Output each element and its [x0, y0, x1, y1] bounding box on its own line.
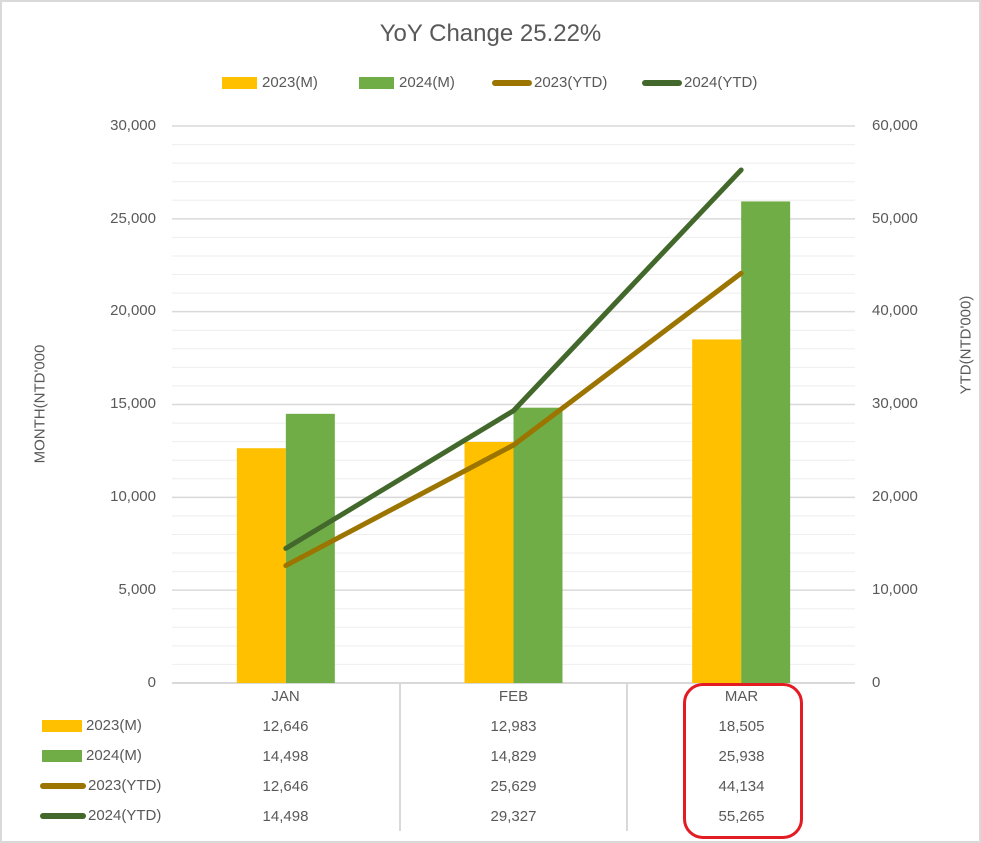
bar-2024m-mar[interactable]	[741, 201, 791, 684]
legend-swatch-2023-ytd	[492, 79, 532, 86]
legend-item-2024-ytd[interactable]: 2024(YTD)	[642, 74, 757, 91]
table-cell: 29,327	[490, 808, 537, 825]
bar-2024m-feb[interactable]	[513, 407, 563, 683]
right-axis-tick: 30,000	[872, 395, 918, 412]
line-2023ytd[interactable]	[283, 270, 744, 569]
left-axis-tick: 25,000	[110, 210, 156, 227]
table-divider	[399, 684, 401, 831]
legend-swatch-2024-m	[359, 76, 394, 89]
bar-2023m-jan[interactable]	[236, 448, 286, 683]
right-axis-tick: 50,000	[872, 210, 918, 227]
table-cell: 12,646	[262, 718, 309, 735]
left-axis-tick: 20,000	[110, 302, 156, 319]
bars	[236, 201, 791, 684]
legend-label: 2023(M)	[262, 74, 318, 91]
right-axis-tick: 10,000	[872, 581, 918, 598]
left-axis-tick: 0	[147, 674, 156, 691]
table-row-label: 2023(M)	[42, 717, 142, 734]
table-cell: 25,938	[718, 748, 765, 765]
legend-item-2023-ytd[interactable]: 2023(YTD)	[492, 74, 607, 91]
table-header-feb: FEB	[498, 688, 529, 705]
legend-label: 2024(M)	[399, 74, 455, 91]
table-row-label: 2023(YTD)	[40, 777, 161, 794]
table-row-label: 2024(YTD)	[40, 807, 161, 824]
table-cell: 14,829	[490, 748, 537, 765]
row-label-text: 2023(M)	[86, 717, 142, 734]
table-header-mar: MAR	[724, 688, 759, 705]
mar-highlight-annotation	[683, 683, 803, 839]
table-header-jan: JAN	[271, 688, 300, 705]
table-cell: 14,498	[262, 808, 309, 825]
row-label-text: 2023(YTD)	[88, 777, 162, 794]
legend-swatch-2024-ytd	[642, 79, 682, 86]
table-cell: 12,646	[262, 778, 309, 795]
legend-item-2023-m[interactable]: 2023(M)	[222, 74, 318, 91]
bar-2023m-mar[interactable]	[692, 339, 742, 683]
right-axis-tick: 20,000	[872, 488, 918, 505]
row-swatch-2023-ytd	[40, 782, 86, 789]
right-axis-tick: 0	[872, 674, 881, 691]
row-label-text: 2024(YTD)	[88, 807, 162, 824]
legend-item-2024-m[interactable]: 2024(M)	[359, 74, 455, 91]
legend-label: 2024(YTD)	[684, 74, 758, 91]
table-cell: 12,983	[490, 718, 537, 735]
table-cell: 25,629	[490, 778, 537, 795]
chart-legend: 2023(M) 2024(M) 2023(YTD) 2024(YTD)	[0, 74, 981, 96]
legend-label: 2023(YTD)	[534, 74, 608, 91]
lines	[283, 167, 744, 569]
right-axis-tick: 60,000	[872, 117, 918, 134]
bar-2023m-feb[interactable]	[464, 441, 514, 683]
table-cell: 14,498	[262, 748, 309, 765]
row-swatch-2023-m	[42, 719, 82, 732]
left-axis-tick: 10,000	[110, 488, 156, 505]
row-label-text: 2024(M)	[86, 747, 142, 764]
chart-title: YoY Change 25.22%	[379, 20, 602, 47]
left-axis-tick: 30,000	[110, 117, 156, 134]
right-axis-tick: 40,000	[872, 302, 918, 319]
table-cell: 55,265	[718, 808, 765, 825]
table-divider	[626, 684, 628, 831]
table-row-label: 2024(M)	[42, 747, 142, 764]
table-cell: 18,505	[718, 718, 765, 735]
row-swatch-2024-m	[42, 749, 82, 762]
line-2024ytd[interactable]	[283, 167, 744, 551]
legend-swatch-2023-m	[222, 76, 257, 89]
bar-2024m-jan[interactable]	[285, 413, 335, 683]
row-swatch-2024-ytd	[40, 812, 86, 819]
table-cell: 44,134	[718, 778, 765, 795]
left-axis-tick: 15,000	[110, 395, 156, 412]
left-axis-tick: 5,000	[118, 581, 156, 598]
